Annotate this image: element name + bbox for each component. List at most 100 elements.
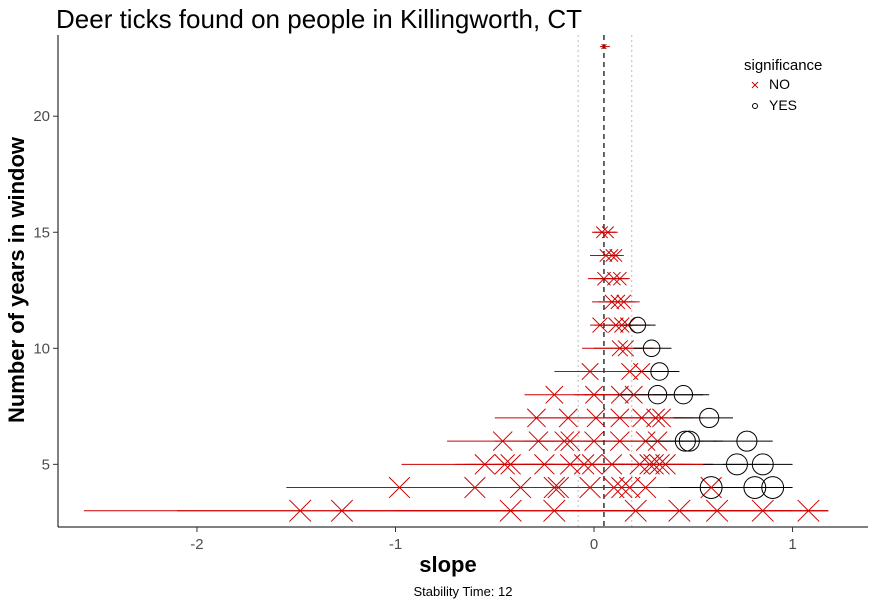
no-point-32: [492, 431, 513, 452]
no-point-63: [700, 476, 722, 499]
x-stroke: [609, 248, 623, 263]
legend-item-no: NO: [744, 76, 822, 95]
x-stroke: [700, 476, 722, 499]
no-point-14: [614, 317, 630, 333]
x-stroke: [614, 317, 630, 333]
x-stroke: [646, 408, 666, 428]
no-point-38: [635, 431, 656, 452]
no-point-57: [547, 476, 570, 499]
x-stroke: [560, 431, 581, 452]
yes-point-3: [647, 385, 668, 405]
no-point-31: [652, 408, 672, 428]
x-stroke: [649, 454, 670, 475]
no-point-35: [560, 431, 581, 452]
legend: significance NO YES: [744, 57, 822, 116]
x-axis-label: slope: [419, 552, 477, 577]
no-point-12: [592, 317, 608, 333]
x-stroke: [624, 499, 647, 522]
x-stroke: [289, 499, 312, 522]
no-point-26: [558, 408, 578, 428]
no-point-41: [494, 454, 516, 475]
x-stroke: [751, 499, 774, 522]
no-point-61: [619, 476, 641, 499]
no-point-66: [499, 499, 522, 522]
no-point-71: [751, 499, 774, 522]
no-point-47: [601, 454, 623, 475]
legend-x-marker: [751, 81, 759, 89]
no-point-51: [649, 454, 670, 475]
no-point-27: [586, 408, 606, 428]
legend-circle-marker: [752, 103, 758, 109]
x-stroke: [605, 248, 619, 263]
no-point-23: [610, 385, 629, 404]
x-stroke: [543, 499, 566, 522]
yes-point-1: [642, 339, 661, 358]
x-stroke: [603, 476, 625, 499]
yes-point-6: [674, 430, 696, 452]
no-point-1: [595, 226, 609, 239]
x-stroke: [606, 271, 621, 286]
x-stroke: [632, 408, 652, 428]
no-point-24: [624, 385, 643, 404]
no-point-8: [612, 271, 627, 286]
no-point-34: [554, 431, 575, 452]
x-stroke: [492, 431, 513, 452]
x-stroke: [609, 431, 630, 452]
x-stroke: [616, 294, 632, 310]
x-stroke: [547, 476, 570, 499]
x-stroke: [528, 431, 549, 452]
x-stroke: [573, 454, 595, 475]
yes-point-13: [761, 476, 785, 499]
x-stroke: [655, 454, 676, 475]
x-stroke: [586, 408, 606, 428]
x-stroke: [499, 499, 522, 522]
legend-label-no: NO: [769, 76, 790, 92]
x-stroke: [474, 454, 496, 475]
no-point-69: [668, 499, 691, 522]
x-stroke: [509, 476, 532, 499]
no-point-15: [619, 317, 636, 333]
x-stroke: [494, 454, 516, 475]
no-point-60: [611, 476, 633, 499]
yes-point-0: [629, 316, 647, 334]
yes-point-12: [743, 476, 767, 499]
no-point-62: [634, 476, 657, 499]
no-point-16: [611, 340, 629, 357]
x-stroke: [610, 294, 626, 310]
no-point-28: [610, 408, 630, 428]
no-point-17: [617, 340, 635, 357]
no-point-13: [608, 317, 624, 333]
no-point-3: [599, 248, 613, 263]
x-stroke: [581, 454, 603, 475]
yes-point-4: [673, 385, 694, 405]
x-stroke: [601, 43, 607, 50]
no-point-46: [581, 454, 603, 475]
x-stroke: [584, 431, 604, 452]
no-point-52: [655, 454, 676, 475]
no-point-10: [610, 294, 626, 310]
no-point-36: [584, 431, 604, 452]
legend-item-yes: YES: [744, 97, 822, 116]
chart-title: Deer ticks found on people in Killingwor…: [56, 4, 583, 34]
x-stroke: [601, 454, 623, 475]
x-stroke: [545, 385, 564, 404]
x-stroke: [668, 499, 691, 522]
x-stroke: [601, 226, 615, 239]
x-stroke: [610, 408, 630, 428]
no-point-39: [647, 431, 668, 452]
x-stroke: [643, 454, 664, 475]
x-stroke: [619, 317, 636, 333]
x-tick-label: 0: [590, 536, 598, 553]
x-stroke: [611, 340, 629, 357]
no-point-6: [596, 271, 611, 286]
no-point-49: [639, 454, 660, 475]
x-stroke: [604, 294, 620, 310]
no-point-53: [388, 476, 411, 499]
no-point-45: [573, 454, 595, 475]
no-point-72: [797, 499, 820, 522]
x-stroke: [599, 248, 613, 263]
x-stroke: [579, 476, 601, 499]
no-point-64: [289, 499, 312, 522]
no-point-50: [643, 454, 664, 475]
